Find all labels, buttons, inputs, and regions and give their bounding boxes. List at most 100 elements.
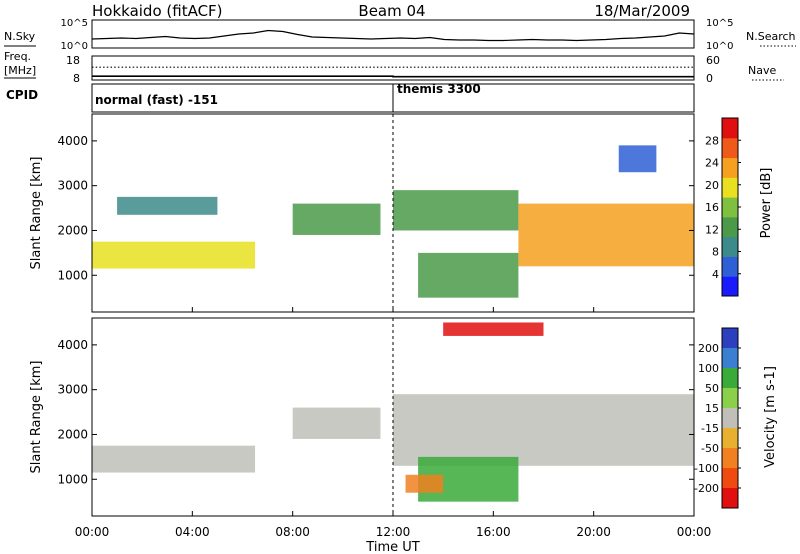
freq-panel-frame <box>91 55 695 81</box>
echo-region <box>443 322 544 336</box>
noise-right-label: N.Search <box>746 30 796 43</box>
power-colorbar-tick-label: 8 <box>712 246 719 259</box>
ytick-label: 3000 <box>57 179 88 193</box>
velocity-colorbar-swatch <box>722 448 738 469</box>
xtick-label: 12:00 <box>376 525 411 539</box>
velocity-colorbar-tick-label: -100 <box>694 462 719 475</box>
echo-region <box>418 252 519 298</box>
time-axis: 00:00 04:00 08:00 12:00 16:00 20:00 00:00 Time… <box>75 307 712 554</box>
echo-region <box>393 394 694 466</box>
power-colorbar: 4 8 12 16 20 24 28 <box>705 117 741 297</box>
ytick-label: 2000 <box>57 223 88 237</box>
velocity-colorbar-tick-label: -15 <box>701 422 719 435</box>
velocity-colorbar-swatch <box>722 368 738 389</box>
frequency-panel: Freq. [MHz] 18 8 60 0 Nave <box>4 50 784 85</box>
power-colorbar-swatch <box>722 118 738 139</box>
ytick-label: 4000 <box>57 338 88 352</box>
figure-header: Hokkaido (fitACF) Beam 04 18/Mar/2009 <box>92 2 690 20</box>
velocity-cbar-label: Velocity [m s-1] <box>763 366 778 468</box>
power-colorbar-tick-label: 28 <box>705 134 719 147</box>
velocity-colorbar-tick-label: -50 <box>701 442 719 455</box>
cpid-segment-2: themis 3300 <box>397 82 481 96</box>
noise-panel-frame <box>91 19 695 49</box>
power-colorbar-swatch <box>722 177 738 198</box>
freq-left-tick-bottom: 8 <box>73 72 80 85</box>
xtick-label: 16:00 <box>476 525 511 539</box>
time-axis-ticks: 00:00 04:00 08:00 12:00 16:00 20:00 00:00 <box>75 307 712 539</box>
xtick-label: 08:00 <box>275 525 310 539</box>
velocity-colorbar-swatch <box>722 488 738 509</box>
power-colorbar-tick-label: 4 <box>712 268 719 281</box>
velocity-colorbar-swatch <box>722 348 738 369</box>
velocity-echo-cells <box>92 322 694 502</box>
velocity-panel: Slant Range [km] 1000 2000 3000 4000 200 100… <box>29 317 778 517</box>
xtick-label: 20:00 <box>576 525 611 539</box>
echo-region <box>518 203 694 267</box>
cpid-panel: CPID normal (fast) -151 themis 3300 <box>6 82 695 113</box>
power-colorbar-swatch <box>722 197 738 218</box>
power-colorbar-swatch <box>722 236 738 257</box>
velocity-colorbar-tick-label: 15 <box>705 402 719 415</box>
ytick-label: 2000 <box>57 427 88 441</box>
velocity-colorbar-swatch <box>722 388 738 409</box>
power-colorbar-swatch <box>722 256 738 277</box>
velocity-ylabel: Slant Range [km] <box>29 361 44 474</box>
echo-region <box>405 474 444 493</box>
ytick-label: 4000 <box>57 134 88 148</box>
cpid-segment-1: normal (fast) -151 <box>95 93 218 107</box>
velocity-colorbar-swatch <box>722 468 738 489</box>
freq-label-line2: [MHz] <box>4 64 36 77</box>
power-cbar-label: Power [dB] <box>759 168 774 239</box>
power-panel: Slant Range [km] 1000 2000 3000 4000 4 8 12 16… <box>29 113 774 313</box>
echo-region <box>92 445 256 473</box>
noise-left-tick-top: 10^5 <box>61 18 88 29</box>
noise-left-label: N.Sky <box>4 30 36 43</box>
velocity-colorbar-tick-label: -200 <box>694 482 719 495</box>
velocity-colorbar-swatch <box>722 408 738 429</box>
cpid-label: CPID <box>6 88 38 102</box>
nave-right-tick-top: 60 <box>706 54 720 67</box>
power-yticks: 1000 2000 3000 4000 <box>57 134 694 282</box>
power-colorbar-swatch <box>722 216 738 238</box>
ytick-label: 3000 <box>57 383 88 397</box>
velocity-colorbar-tick-label: 200 <box>698 342 719 355</box>
power-colorbar-tick-label: 24 <box>705 157 719 170</box>
echo-region <box>292 407 381 439</box>
power-colorbar-swatch <box>722 137 738 159</box>
power-ylabel: Slant Range [km] <box>29 157 44 270</box>
echo-region <box>393 190 519 231</box>
echo-region <box>117 196 218 215</box>
echo-region <box>618 145 657 173</box>
velocity-colorbar-swatch <box>722 428 738 449</box>
xtick-label: 04:00 <box>175 525 210 539</box>
power-colorbar-tick-label: 20 <box>705 179 719 192</box>
noise-right-tick-top: 10^5 <box>706 18 733 29</box>
title-center: Beam 04 <box>358 2 425 20</box>
xtick-label: 00:00 <box>677 525 712 539</box>
title-right: 18/Mar/2009 <box>594 2 690 20</box>
xtick-label: 00:00 <box>75 525 110 539</box>
echo-region <box>92 241 256 269</box>
velocity-yticks: 1000 2000 3000 4000 <box>57 338 694 486</box>
noise-sky-trace <box>91 29 695 42</box>
freq-label-line1: Freq. <box>4 50 31 63</box>
nave-label: Nave <box>748 64 776 77</box>
ytick-label: 1000 <box>57 472 88 486</box>
echo-region <box>292 203 381 235</box>
time-axis-label: Time UT <box>365 540 419 554</box>
power-colorbar-tick-label: 16 <box>705 201 719 214</box>
noise-left-tick-bottom: 10^0 <box>61 41 88 52</box>
velocity-colorbar-tick-label: 50 <box>705 382 719 395</box>
velocity-colorbar-tick-label: 100 <box>698 362 719 375</box>
power-colorbar-tick-label: 12 <box>705 223 719 236</box>
velocity-colorbar-frame <box>721 327 739 509</box>
power-echo-cells <box>92 145 694 298</box>
noise-right-tick-bottom: 10^0 <box>706 41 733 52</box>
freq-left-tick-top: 18 <box>66 54 80 67</box>
nave-right-tick-bottom: 0 <box>706 72 713 85</box>
velocity-colorbar: 200 100 50 15 -15 -50 -100 -200 <box>694 327 741 509</box>
ytick-label: 1000 <box>57 268 88 282</box>
velocity-colorbar-swatch <box>722 328 738 349</box>
noise-panel: N.Sky N.Search 10^5 10^0 10^5 10^0 <box>4 18 796 52</box>
